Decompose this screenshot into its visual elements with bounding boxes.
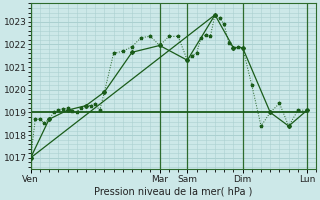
X-axis label: Pression niveau de la mer( hPa ): Pression niveau de la mer( hPa ): [94, 187, 253, 197]
